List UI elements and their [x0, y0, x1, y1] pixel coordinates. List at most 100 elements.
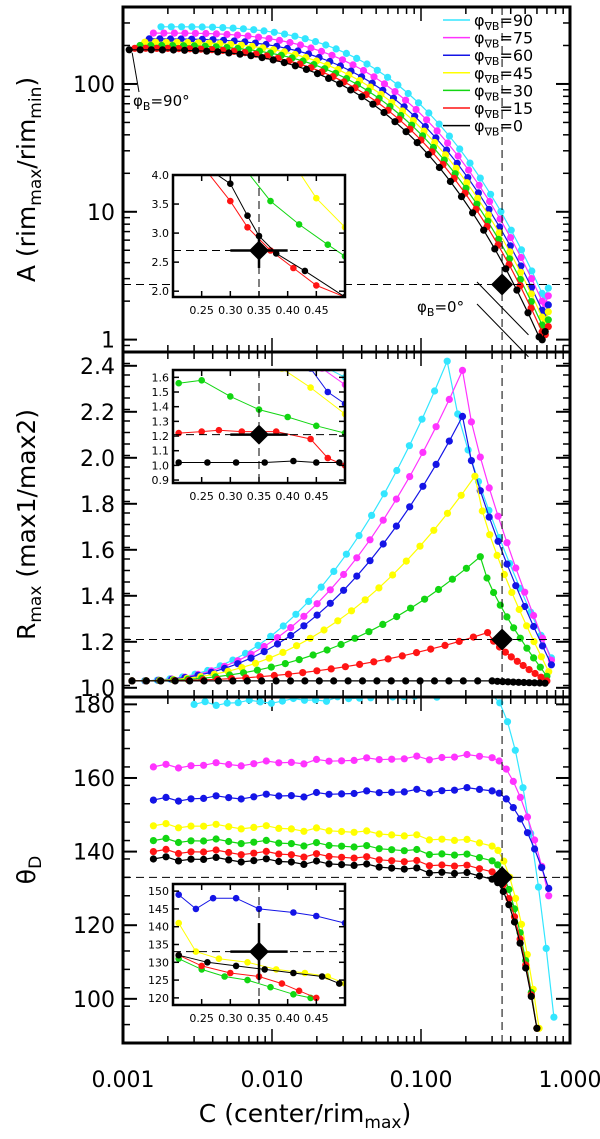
data-point	[380, 108, 388, 117]
data-point	[241, 649, 250, 658]
data-point	[523, 813, 532, 821]
data-point	[425, 869, 433, 877]
inset-y-tick-label: 140	[148, 921, 169, 934]
data-point	[419, 448, 427, 456]
data-point	[375, 584, 383, 592]
data-point	[486, 197, 494, 206]
data-point	[438, 753, 446, 762]
data-point	[450, 836, 459, 845]
data-point	[400, 832, 408, 840]
inset-data-point	[261, 459, 269, 466]
y-tick-label: 180	[73, 693, 115, 718]
data-point	[545, 884, 553, 893]
inset-data-point	[227, 393, 234, 400]
data-point	[475, 785, 484, 794]
data-point	[214, 48, 222, 56]
data-point	[326, 599, 334, 607]
data-point	[400, 847, 408, 855]
inset-data-point	[324, 454, 332, 462]
data-point	[503, 539, 511, 547]
data-point	[212, 701, 220, 710]
data-point	[250, 793, 258, 801]
data-point	[142, 677, 150, 685]
data-point	[495, 757, 503, 765]
data-point	[455, 637, 463, 646]
legend-value: =0	[499, 117, 523, 136]
inset-data-point	[324, 388, 332, 396]
data-point	[463, 750, 471, 759]
data-point	[239, 25, 247, 33]
data-point	[361, 596, 369, 604]
inset-data-point	[267, 983, 274, 991]
annotation-part: φ	[417, 298, 427, 316]
data-point	[423, 116, 431, 124]
data-point	[254, 33, 263, 41]
data-point	[484, 211, 492, 219]
data-point	[338, 861, 346, 869]
data-point	[421, 595, 429, 603]
data-point	[467, 457, 475, 465]
data-point	[507, 653, 515, 661]
data-point	[538, 642, 547, 650]
data-point	[480, 226, 488, 234]
data-point	[313, 600, 321, 608]
data-point	[424, 151, 432, 159]
data-point	[350, 756, 358, 765]
data-point	[413, 845, 421, 854]
data-point	[405, 442, 413, 450]
data-point	[504, 678, 512, 686]
data-point	[484, 217, 492, 225]
data-point	[502, 265, 510, 273]
x-tick-label: 0.001	[92, 1068, 155, 1093]
data-point	[313, 667, 321, 675]
series-group	[149, 697, 558, 1032]
data-point	[244, 32, 252, 40]
data-point	[251, 659, 260, 667]
data-point	[178, 23, 186, 31]
data-point	[531, 845, 539, 853]
data-point	[494, 537, 502, 545]
data-point	[225, 823, 233, 831]
data-point	[375, 830, 383, 838]
data-point	[413, 785, 421, 793]
data-point	[373, 677, 381, 685]
data-point	[488, 754, 496, 762]
data-point	[302, 65, 310, 73]
data-point	[523, 622, 531, 630]
data-point	[300, 760, 308, 768]
data-point	[328, 51, 336, 59]
data-point	[363, 853, 371, 861]
data-point	[547, 661, 556, 669]
data-point	[286, 38, 294, 47]
data-point	[212, 759, 220, 767]
data-point	[281, 660, 289, 668]
inset-y-tick-label: 4.0	[152, 169, 170, 182]
inset-reference-diamond	[249, 941, 269, 962]
data-point	[278, 697, 286, 705]
data-point	[203, 47, 211, 55]
data-point	[530, 622, 538, 631]
data-point	[291, 32, 299, 40]
legend-sub: ∇B	[484, 108, 500, 121]
data-point	[287, 631, 295, 640]
data-point	[260, 642, 268, 651]
data-point	[295, 656, 303, 664]
panel-Rmax: 1.0 1.2 1.4 1.6 1.8 2.0 2.2 2.4 Rmax (max1/max2)…	[12, 350, 572, 702]
y-label-sub: max	[26, 586, 46, 623]
data-point	[363, 60, 371, 68]
data-point	[541, 679, 549, 687]
inset-data-point	[318, 973, 326, 980]
data-point	[299, 669, 307, 677]
data-point	[350, 861, 358, 870]
data-point	[505, 901, 513, 909]
data-point	[443, 509, 452, 517]
inset-data-point	[175, 951, 182, 959]
data-point	[520, 678, 528, 687]
inset-y-tick-label: 1.4	[152, 401, 170, 414]
annotation-part: =90°	[150, 92, 189, 110]
data-point	[525, 666, 533, 674]
data-point	[433, 127, 441, 135]
data-point	[149, 837, 157, 845]
data-point	[200, 822, 208, 830]
